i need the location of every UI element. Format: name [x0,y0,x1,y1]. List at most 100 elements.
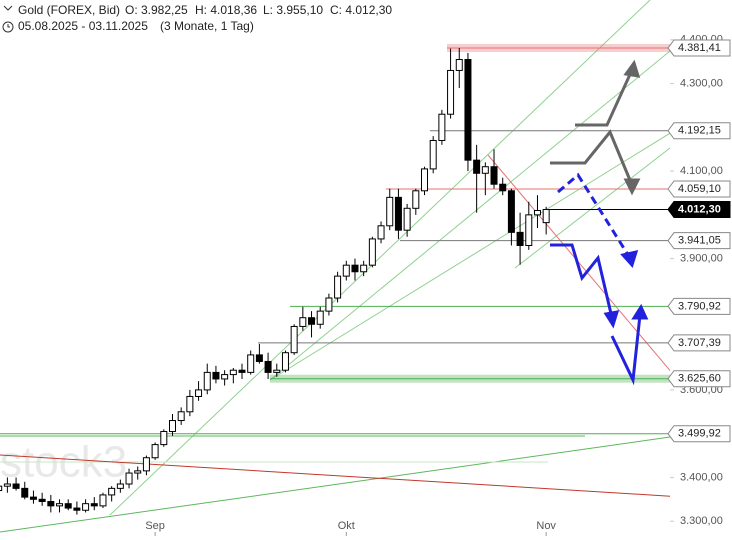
instrument: Gold (FOREX, Bid) [18,3,120,17]
candle-body [264,360,272,373]
header: Gold (FOREX, Bid) O: 3.982,25 H: 4.018,3… [2,3,392,33]
candle-body [21,487,29,498]
candle-body [473,159,481,174]
candle-body [221,374,229,380]
open: O: 3.982,25 [125,3,188,17]
candle-body [0,485,3,492]
candle-body [403,207,411,231]
candle-body [525,214,533,246]
candle-body [99,494,107,507]
candle-body [533,209,541,216]
candle-body [3,483,11,487]
candle-body [438,113,446,141]
candle-body [203,371,211,391]
price-label: 3.625,60 [678,373,721,385]
candle-body [542,208,550,224]
candle-body [316,310,324,325]
candle-body [325,297,333,312]
price-label: 3.790,92 [678,300,721,312]
candle-body [455,59,463,71]
candle-body [429,139,437,170]
candle-body [125,472,133,485]
y-tick-label: 4.300,00 [680,77,723,89]
candle-body [90,503,98,507]
candle-body [334,275,342,299]
candle-body [464,59,472,161]
y-tick-label: 4.100,00 [680,165,723,177]
candle-body [447,69,455,115]
price-label-box [667,334,731,352]
candle-body [490,166,498,185]
price-label-box [667,297,731,315]
x-tick-label: Sep [145,520,165,532]
candle-body [507,190,515,233]
candle-body [360,264,368,273]
price-label: 3.499,92 [678,428,721,440]
candle-body [281,352,289,371]
price-label-box [667,122,731,140]
candle-body [499,183,507,192]
candle-body [160,430,168,446]
close: C: 4.012,30 [330,3,392,17]
candle-body [247,354,255,373]
price-label-box [667,180,731,198]
candle-body [290,325,298,354]
price-label: 3.941,05 [678,235,721,247]
candle-body [412,190,420,209]
y-tick-label: 3.400,00 [680,471,723,483]
price-label-box [667,200,731,218]
price-label: 4.192,15 [678,125,721,137]
y-tick-label: 3.900,00 [680,253,723,265]
candle-body [134,470,142,474]
candle-body [273,369,281,373]
price-label: 3.707,39 [678,337,721,349]
candle-body [351,264,359,273]
price-label: 4.059,10 [678,183,721,195]
candle-body [368,238,376,266]
candle-body [108,487,116,496]
candle-body [212,371,220,380]
high: H: 4.018,36 [195,3,257,17]
clock-icon [2,21,14,33]
candle-body [394,196,402,231]
collapse-icon[interactable] [3,5,13,11]
candle-body [481,166,489,174]
candle-body [308,317,316,325]
period: (3 Monate, 1 Tag) [160,19,254,33]
candle-body [116,483,124,489]
price-label: 4.012,30 [678,203,721,215]
candle-body [64,503,72,509]
price-label-box [667,425,731,443]
low: L: 3.955,10 [263,3,323,17]
candle-body [238,369,246,373]
candle-body [142,457,150,472]
candle-body [56,503,64,507]
candle-body [229,369,237,376]
candle-body [255,354,263,362]
candle-body [12,483,20,489]
price-label-box [667,370,731,388]
candle-body [73,507,81,511]
candle-body [151,444,159,459]
candle-body [299,317,307,327]
y-tick-label: 3.300,00 [680,515,723,527]
x-tick-label: Okt [338,520,355,532]
arrows [550,59,649,386]
x-tick-label: Nov [536,520,556,532]
candle-body [29,496,37,500]
candle-body [421,168,428,192]
candle-body [82,503,90,511]
candle-body [47,500,55,507]
candle-body [38,498,46,502]
candle-body [377,225,385,240]
candle-body [177,411,185,422]
candle-body [186,395,194,413]
candle-body [195,389,203,397]
candle-body [386,196,394,227]
candle-body [342,264,350,277]
price-label: 4.381,41 [678,42,721,54]
price-label-box [667,39,731,57]
candle-body [168,420,176,432]
